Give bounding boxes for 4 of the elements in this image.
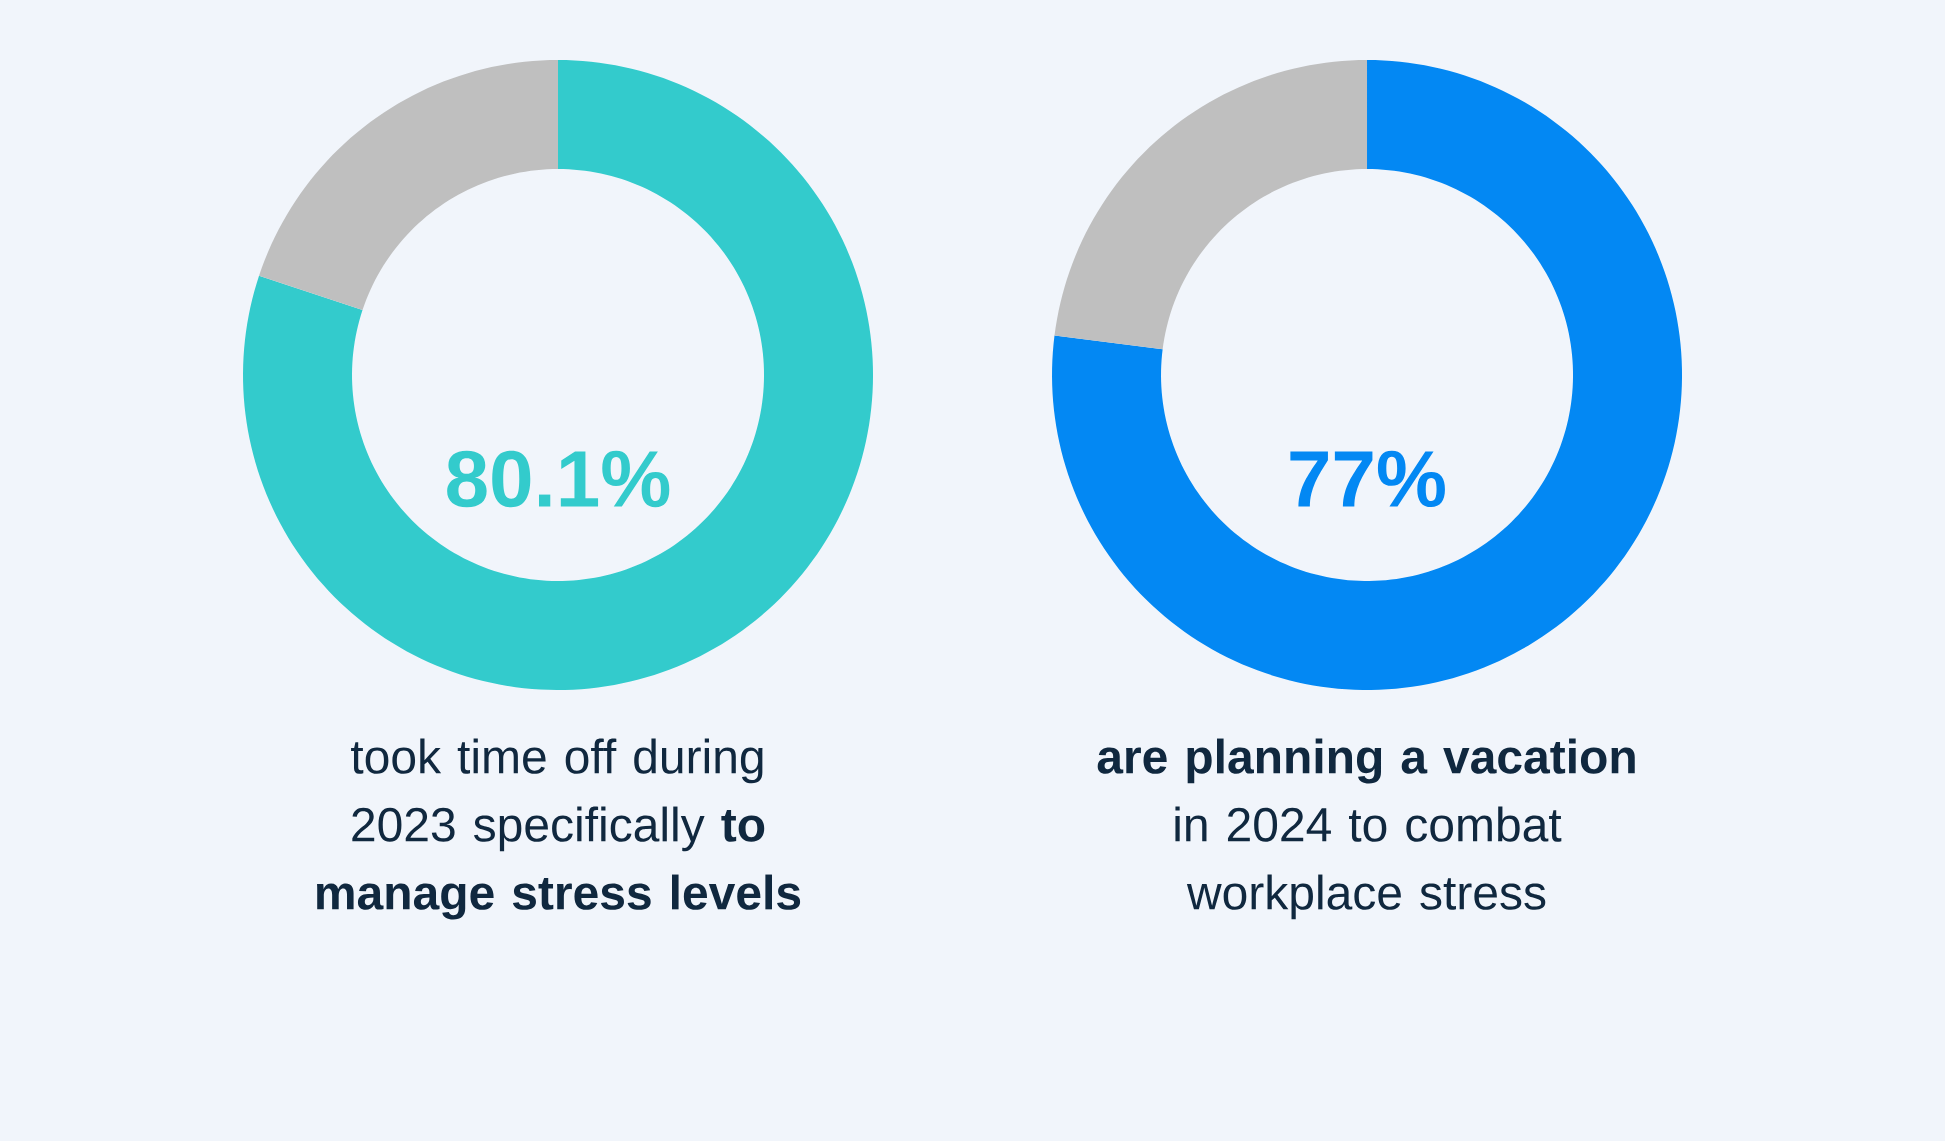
text: are planning a vacation in 2024 to combat workplace stress bbox=[1097, 738, 1635, 920]
data-label: 77% bbox=[1290, 450, 1445, 508]
text: took time off during 2023 specifically to manage stress levels bbox=[317, 738, 801, 920]
data-label: 80.1% bbox=[447, 450, 670, 508]
